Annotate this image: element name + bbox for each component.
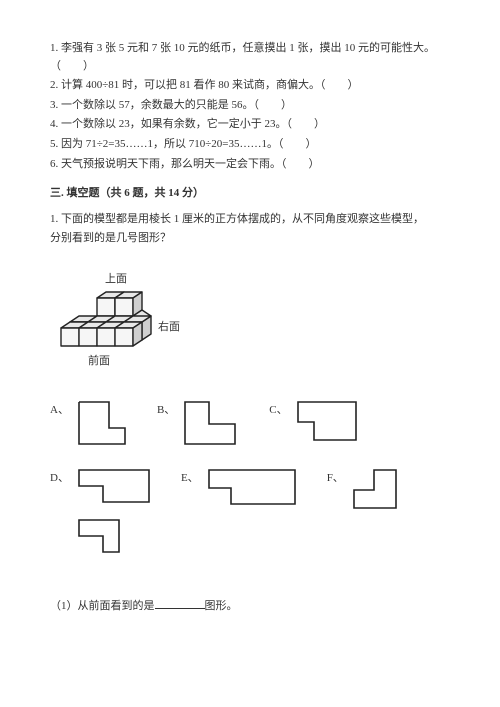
option-f: F、 xyxy=(327,466,400,512)
shape-e xyxy=(205,466,299,508)
judge-item-5: 5. 因为 71÷2=35……1，所以 710÷20=35……1。（ ） xyxy=(50,136,450,154)
option-a: A、 xyxy=(50,398,129,448)
q1-sub: 分别看到的是几号图形？ xyxy=(50,230,450,248)
section-3-title: 三. 填空题（共 6 题，共 14 分） xyxy=(50,185,450,203)
judge-item-1: 1. 李强有 3 张 5 元和 7 张 10 元的纸币，任意摸出 1 张，摸出 … xyxy=(50,40,450,75)
option-c: C、 xyxy=(269,398,359,444)
q1-intro: 1. 下面的模型都是用棱长 1 厘米的正方体摆成的，从不同角度观察这些模型， xyxy=(50,211,450,229)
shape-f xyxy=(350,466,400,512)
option-d-label: D、 xyxy=(50,466,69,488)
judge-item-6: 6. 天气预报说明天下雨，那么明天一定会下雨。（ ） xyxy=(50,156,450,174)
option-e-label: E、 xyxy=(181,466,199,488)
option-a-label: A、 xyxy=(50,398,69,420)
judge-item-4: 4. 一个数除以 23，如果有余数，它一定小于 23。（ ） xyxy=(50,116,450,134)
options-row-2: D、 E、 F、 xyxy=(50,466,450,556)
fill-1-suffix: 图形。 xyxy=(205,600,238,612)
option-f-label: F、 xyxy=(327,466,344,488)
shape-a xyxy=(75,398,129,448)
fill-question-1: （1）从前面看到的是 图形。 xyxy=(50,596,450,616)
shape-d xyxy=(75,466,153,556)
option-b-label: B、 xyxy=(157,398,175,420)
blank-1[interactable] xyxy=(155,596,205,609)
options-row-1: A、 B、 C、 xyxy=(50,398,450,448)
shape-c xyxy=(294,398,360,444)
judge-item-3: 3. 一个数除以 57，余数最大的只能是 56。（ ） xyxy=(50,97,450,115)
shape-b xyxy=(181,398,241,448)
label-top: 上面 xyxy=(105,272,127,285)
option-d: D、 xyxy=(50,466,153,556)
option-c-label: C、 xyxy=(269,398,287,420)
cube-model-figure: 上面 右面 前面 xyxy=(50,260,450,380)
option-e: E、 xyxy=(181,466,299,508)
label-right: 右面 xyxy=(158,319,180,333)
judge-item-2: 2. 计算 400÷81 时，可以把 81 看作 80 来试商，商偏大。（ ） xyxy=(50,77,450,95)
fill-1-prefix: （1）从前面看到的是 xyxy=(50,600,155,612)
label-front: 前面 xyxy=(88,353,110,367)
option-b: B、 xyxy=(157,398,241,448)
